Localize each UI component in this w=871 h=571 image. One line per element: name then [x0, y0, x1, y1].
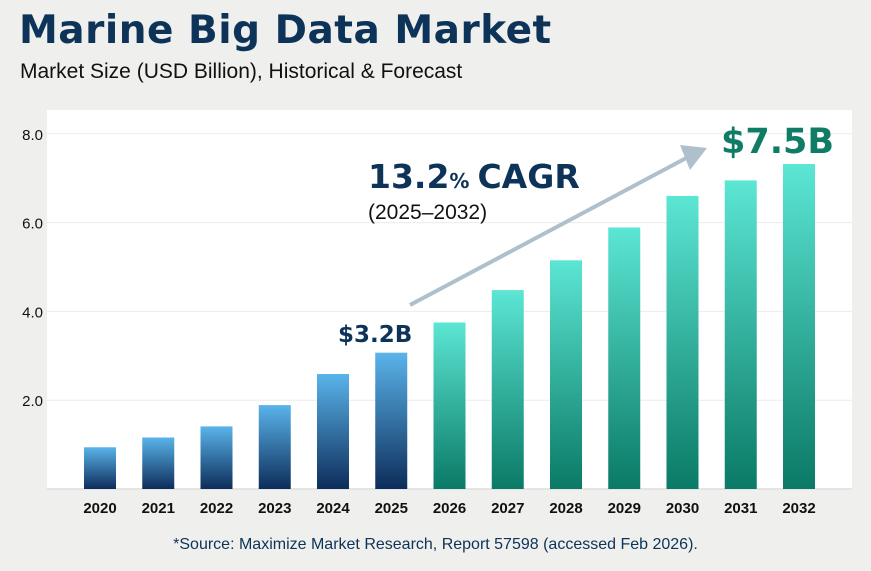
cagr-value: 13.2 — [368, 157, 449, 196]
end-value-label: $7.5B — [721, 122, 834, 162]
cagr-percent: % — [449, 169, 469, 193]
bar-2029 — [608, 227, 641, 489]
x-tick-label: 2027 — [491, 500, 524, 517]
x-tick-label: 2024 — [316, 500, 350, 517]
x-tick-label: 2029 — [608, 500, 641, 517]
bar-2032 — [783, 163, 815, 489]
bar-2024 — [317, 374, 349, 489]
bar-2021 — [142, 437, 175, 489]
source-note: *Source: Maximize Market Research, Repor… — [173, 536, 698, 553]
y-tick-label: 2.0 — [22, 393, 43, 410]
x-tick-label: 2032 — [782, 500, 815, 517]
bar-2030 — [666, 195, 699, 489]
bar-2027 — [491, 290, 524, 489]
cagr-headline: 13.2% CAGR — [368, 157, 580, 196]
cagr-period: (2025–2032) — [368, 201, 487, 224]
x-tick-label: 2022 — [200, 500, 233, 517]
x-tick-label: 2021 — [142, 500, 175, 517]
y-tick-label: 8.0 — [22, 127, 43, 144]
cagr-arrow-head — [680, 145, 707, 170]
x-tick-label: 2030 — [666, 500, 699, 517]
bar-2022 — [200, 426, 233, 489]
x-tick-label: 2028 — [549, 500, 582, 517]
y-tick-label: 6.0 — [22, 216, 43, 233]
y-tick-label: 4.0 — [22, 304, 43, 321]
bar-2025 — [375, 352, 408, 489]
cagr-label: CAGR — [477, 157, 579, 196]
chart-subtitle: Market Size (USD Billion), Historical & … — [20, 60, 463, 83]
x-tick-label: 2031 — [724, 500, 757, 517]
bar-2020 — [84, 447, 116, 489]
cagr-arrow-line — [409, 154, 691, 307]
x-tick-label: 2026 — [433, 500, 466, 517]
bar-2023 — [258, 405, 291, 489]
x-tick-label: 2023 — [258, 500, 291, 517]
chart-title: Marine Big Data Market — [19, 8, 552, 53]
bar-2031 — [724, 180, 757, 490]
x-tick-label: 2025 — [375, 500, 408, 517]
bar-2026 — [433, 322, 466, 489]
x-tick-label: 2020 — [83, 500, 116, 517]
start-value-label: $3.2B — [338, 322, 412, 348]
bar-2028 — [550, 260, 582, 489]
